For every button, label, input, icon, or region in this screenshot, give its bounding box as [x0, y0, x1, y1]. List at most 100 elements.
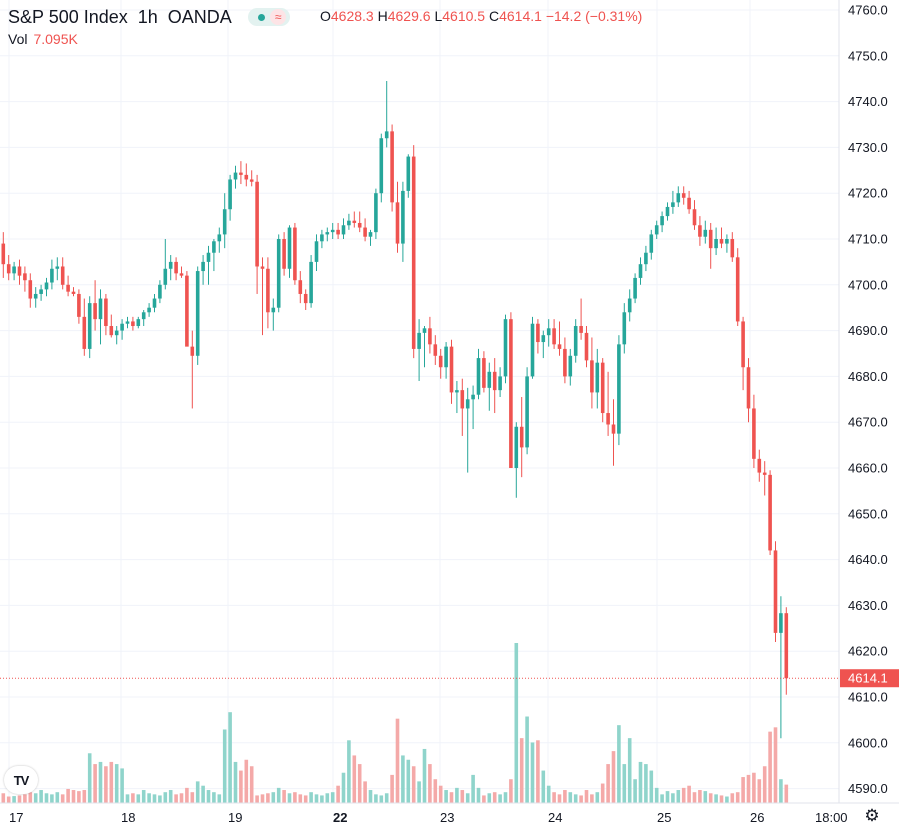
close-label: C: [488, 8, 500, 24]
candle-body: [546, 328, 551, 336]
candle-body: [514, 426, 519, 468]
candle: [228, 174, 232, 221]
candle-body: [185, 275, 189, 347]
candle: [206, 245, 211, 285]
volume-bar: [525, 716, 529, 803]
gear-icon[interactable]: ⚙: [864, 806, 880, 825]
candle: [17, 259, 22, 285]
volume-bar: [125, 794, 130, 803]
candle-body: [293, 227, 297, 281]
volume-bar: [249, 766, 254, 803]
volume-bar: [627, 738, 632, 803]
candle: [179, 266, 184, 278]
candle-body: [433, 344, 438, 356]
candle-body: [357, 222, 362, 228]
candle-body: [374, 193, 378, 233]
candle: [584, 326, 589, 368]
candle-body: [325, 232, 330, 235]
candle: [1, 232, 6, 278]
candle-body: [541, 335, 546, 343]
candle: [757, 449, 762, 482]
price-tick-label: 4620.0: [848, 644, 888, 659]
price-label[interactable]: 4614.1: [840, 669, 899, 688]
candle-body: [71, 291, 76, 294]
candle: [104, 293, 108, 336]
candle: [735, 248, 740, 327]
volume-bar: [23, 794, 27, 803]
time-axis: 17 18 19 22 23 24 25 26 18:00: [9, 810, 848, 825]
candle: [77, 289, 81, 324]
candle: [28, 273, 33, 308]
time-tick-label: 22: [333, 810, 347, 825]
candle-body: [206, 252, 211, 262]
time-tick-label: 25: [657, 810, 671, 825]
candle-body: [255, 181, 259, 267]
candle-body: [552, 328, 556, 345]
time-tick-label: 18:00: [815, 810, 848, 825]
volume-bar: [60, 794, 65, 803]
candle-body: [530, 323, 535, 377]
time-tick-label: 18: [121, 810, 135, 825]
candle-body: [681, 193, 686, 198]
price-tick-label: 4650.0: [848, 506, 888, 521]
candle-body: [719, 239, 724, 244]
candle-body: [341, 225, 346, 235]
volume-bar: [665, 791, 670, 803]
candle-body: [438, 355, 443, 368]
candle-body: [762, 472, 767, 475]
candle-body: [217, 234, 222, 242]
candle: [525, 367, 529, 455]
candle-body: [395, 202, 400, 244]
candle-body: [131, 321, 135, 327]
candle-body: [708, 229, 713, 249]
volume-bar: [276, 787, 281, 803]
candle: [190, 330, 195, 409]
volume-bar: [784, 784, 789, 803]
market-status-pill[interactable]: ≈: [247, 8, 291, 26]
interval[interactable]: 1h: [137, 6, 158, 27]
volume-bar: [39, 790, 43, 803]
volume-bar: [752, 772, 756, 803]
candle: [746, 358, 751, 423]
price-tick-label: 4600.0: [848, 735, 888, 750]
candle: [114, 326, 119, 345]
volume-bar: [471, 774, 475, 803]
candle: [530, 316, 535, 379]
tradingview-logo-icon[interactable]: TV: [4, 766, 38, 794]
symbol-name[interactable]: S&P 500 Index: [8, 6, 128, 27]
candle: [33, 287, 38, 308]
candle-body: [617, 344, 621, 434]
candle: [514, 422, 519, 498]
volume-bar: [147, 793, 151, 803]
candle: [260, 257, 265, 336]
candle: [276, 234, 281, 313]
volume-bar: [530, 742, 535, 803]
candle: [773, 541, 778, 643]
candle: [649, 229, 654, 260]
chart-legend[interactable]: S&P 500 Index 1h OANDA ≈: [8, 6, 291, 28]
volume-bar: [98, 761, 103, 803]
candle-body: [82, 316, 87, 349]
data-source[interactable]: OANDA: [167, 6, 232, 27]
volume-bars: [1, 643, 789, 803]
candle: [195, 266, 200, 365]
volume-bar: [255, 795, 259, 803]
volume-bar: [719, 795, 724, 803]
volume-bar: [293, 792, 297, 803]
candle-body: [282, 239, 286, 269]
candle-body: [773, 550, 778, 633]
candle: [266, 257, 270, 329]
price-tick-label: 4680.0: [848, 369, 888, 384]
candle: [460, 378, 465, 436]
candle-body: [249, 179, 254, 182]
candle: [330, 222, 335, 239]
volume-bar: [217, 794, 222, 803]
candle-body: [12, 266, 16, 274]
candle: [741, 316, 745, 391]
volume-bar: [71, 790, 76, 803]
volume-legend[interactable]: Vol 7.095K: [8, 31, 78, 47]
volume-bar: [374, 794, 378, 803]
volume-bar: [222, 729, 227, 803]
